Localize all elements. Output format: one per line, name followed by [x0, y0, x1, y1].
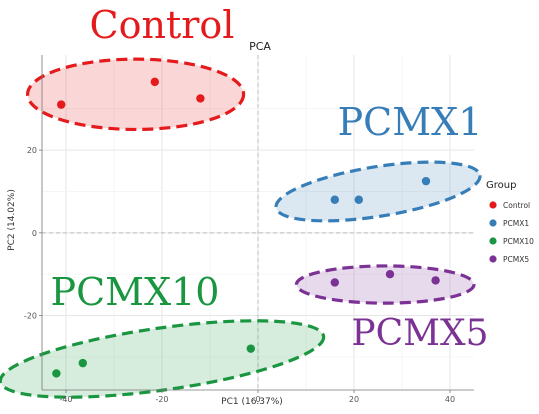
x-tick-label: 0: [255, 395, 260, 404]
group-label-control: Control: [90, 3, 235, 47]
data-points: [52, 77, 440, 378]
legend-swatch-pcmx1: [489, 219, 497, 227]
group-label-pcmx1: PCMX1: [338, 100, 483, 144]
point-pcmx1: [421, 176, 431, 186]
ellipse-pcmx5: [294, 264, 476, 305]
group-label-pcmx5: PCMX5: [351, 313, 488, 354]
point-pcmx1: [330, 195, 339, 204]
axes: -40 -20 0 20 40 -20 0 20: [24, 55, 474, 404]
legend-label-pcmx10: PCMX10: [503, 237, 534, 246]
y-axis-label: PC2 (14.02%): [7, 189, 17, 251]
point-pcmx5: [385, 269, 395, 279]
y-tick-label: 20: [27, 146, 37, 155]
point-pcmx10: [52, 369, 61, 378]
legend: Group Control PCMX1 PCMX10 PCMX5: [486, 180, 534, 264]
chart-title: PCA: [249, 40, 271, 53]
legend-swatch-pcmx5: [489, 255, 497, 263]
legend-label-pcmx5: PCMX5: [503, 255, 529, 264]
group-labels: Control PCMX1 PCMX10 PCMX5: [51, 3, 489, 354]
point-control: [150, 77, 159, 87]
zero-lines: [42, 55, 474, 390]
ellipse-pcmx1: [274, 160, 482, 223]
point-control: [196, 94, 205, 103]
point-pcmx5: [330, 278, 339, 287]
y-tick-label: 0: [32, 229, 37, 238]
group-ellipses: [0, 57, 482, 399]
point-pcmx10: [246, 344, 255, 353]
x-tick-label: 40: [445, 395, 455, 404]
x-tick-label: -40: [59, 395, 72, 404]
point-pcmx1: [354, 195, 363, 204]
point-control: [57, 100, 66, 109]
y-tick-label: -20: [24, 312, 37, 321]
x-axis-label: PC1 (16.37%): [221, 397, 283, 407]
legend-title: Group: [486, 180, 516, 191]
ellipse-control: [26, 57, 246, 132]
x-tick-label: -20: [155, 395, 168, 404]
point-pcmx5: [431, 276, 440, 285]
group-label-pcmx10: PCMX10: [51, 270, 220, 314]
legend-label-pcmx1: PCMX1: [503, 219, 529, 228]
point-pcmx10: [78, 358, 88, 368]
legend-label-control: Control: [503, 201, 530, 210]
x-tick-label: 20: [349, 395, 359, 404]
legend-swatch-pcmx10: [489, 237, 497, 245]
legend-swatch-control: [489, 201, 497, 209]
